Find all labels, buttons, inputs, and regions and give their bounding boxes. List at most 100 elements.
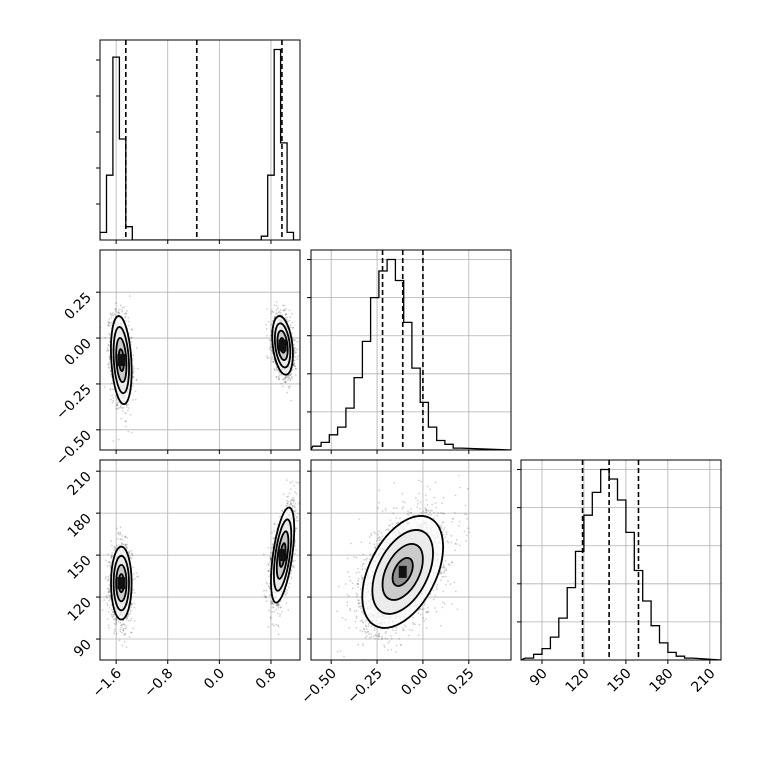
scatter-point [114, 308, 117, 311]
scatter-point [106, 347, 109, 350]
scatter-point [112, 611, 114, 614]
axes-frame [99, 459, 301, 661]
scatter-point [112, 440, 115, 442]
scatter-point [137, 575, 140, 578]
scatter-point [271, 623, 274, 626]
scatter-point [106, 596, 108, 599]
scatter-point [291, 369, 293, 372]
scatter-point [296, 358, 299, 361]
scatter-point [110, 316, 113, 319]
scatter-point [106, 564, 109, 567]
scatter-point [119, 630, 122, 633]
scatter-point [114, 313, 116, 316]
scatter-point [275, 304, 278, 307]
scatter-point [115, 302, 117, 304]
scatter-point [276, 368, 279, 371]
scatter-point [127, 551, 130, 553]
scatter-point [108, 325, 111, 328]
scatter-point [289, 316, 292, 319]
scatter-point [113, 613, 116, 616]
scatter-point [273, 368, 276, 371]
scatter-point [136, 575, 138, 578]
scatter-point [122, 629, 125, 632]
scatter-point [272, 537, 275, 540]
scatter-point [121, 644, 124, 647]
scatter-point [111, 544, 113, 547]
scatter-point [292, 336, 294, 339]
scatter-point [111, 314, 113, 317]
scatter-point [278, 378, 281, 381]
scatter-point [286, 496, 288, 498]
histogram-0 [100, 48, 300, 240]
scatter-point [296, 348, 298, 351]
scatter-point [272, 360, 275, 363]
scatter-point [289, 374, 292, 377]
scatter-point [273, 316, 276, 318]
scatter-point [267, 321, 270, 323]
scatter-point [284, 377, 287, 380]
scatter-point [112, 397, 115, 400]
scatter-point [134, 398, 137, 401]
scatter-point [132, 573, 135, 576]
scatter-point [110, 382, 113, 385]
scatter-point [132, 566, 135, 569]
scatter-point [288, 377, 290, 380]
scatter-point [108, 318, 111, 321]
scatter-point [292, 363, 295, 366]
scatter-point [106, 587, 109, 590]
scatter-point [130, 552, 133, 555]
scatter-point [124, 627, 126, 630]
scatter-point [116, 402, 119, 405]
scatter-point [111, 401, 114, 404]
scatter-point [293, 499, 296, 502]
scatter-point [288, 309, 291, 312]
scatter-point [108, 334, 111, 336]
scatter-point [117, 620, 120, 623]
scatter-point [122, 406, 125, 409]
scatter-point [111, 608, 113, 611]
scatter-point [287, 379, 289, 382]
scatter-point [133, 367, 136, 369]
scatter-point [123, 412, 126, 414]
scatter-point [120, 417, 123, 420]
scatter-point [113, 545, 116, 548]
scatter-point [264, 596, 267, 599]
scatter-point [135, 347, 138, 350]
scatter-point [275, 375, 278, 378]
scatter-point [131, 553, 134, 555]
scatter-point [109, 370, 112, 373]
scatter-point [282, 309, 285, 312]
scatter-point [266, 582, 269, 585]
scatter-point [284, 317, 287, 320]
scatter-point [116, 544, 118, 547]
scatter-point [118, 312, 121, 314]
scatter-point [275, 301, 278, 303]
scatter-panel-2-0 [101, 479, 300, 648]
scatter-point [105, 559, 107, 562]
scatter-point [284, 377, 286, 379]
scatter-point [286, 376, 289, 379]
scatter-point [277, 378, 280, 380]
scatter-point [292, 326, 295, 329]
scatter-point [125, 544, 127, 546]
scatter-point [272, 361, 275, 363]
scatter-point [130, 631, 133, 634]
scatter-point [290, 375, 293, 378]
scatter-point [293, 363, 295, 366]
scatter-point [119, 628, 122, 631]
scatter-point [116, 407, 119, 410]
scatter-point [294, 514, 296, 516]
scatter-point [107, 561, 110, 564]
scatter-point [270, 343, 272, 346]
scatter-point [275, 608, 278, 611]
scatter-point [291, 332, 293, 335]
scatter-point [115, 619, 118, 621]
scatter-point [109, 562, 111, 564]
scatter-point [107, 363, 110, 365]
scatter-point [126, 546, 128, 549]
scatter-point [295, 367, 297, 370]
scatter-point [108, 355, 111, 357]
scatter-point [269, 617, 272, 620]
scatter-point [108, 356, 111, 359]
scatter-point [287, 320, 289, 323]
